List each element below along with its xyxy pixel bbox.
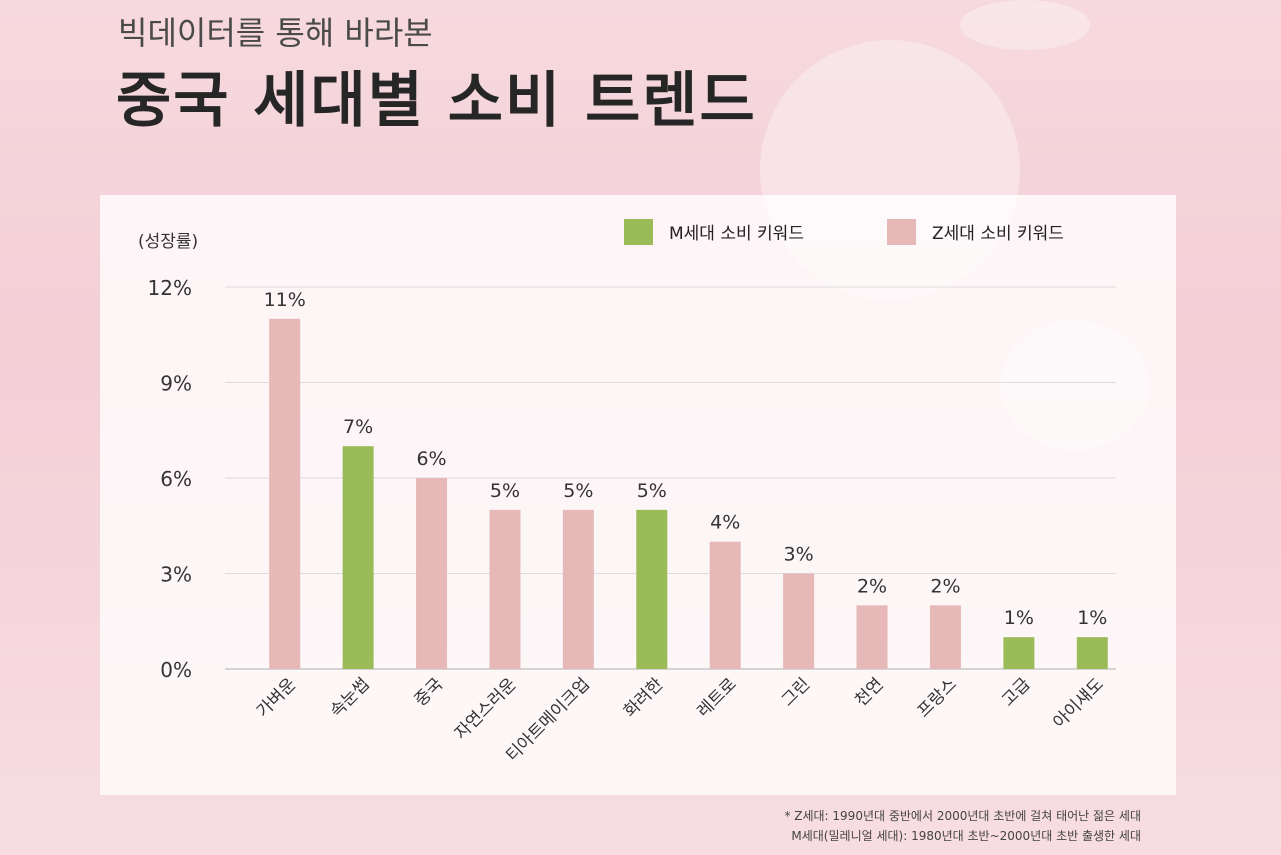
bar <box>856 605 888 669</box>
legend-label: Z세대 소비 키워드 <box>932 224 1064 244</box>
data-label: 6% <box>416 448 446 470</box>
bar <box>489 509 521 669</box>
bar <box>416 478 448 669</box>
data-label: 1% <box>1004 607 1034 629</box>
footnote: * Z세대: 1990년대 중반에서 2000년대 초반에 걸쳐 태어난 젊은 … <box>784 806 1141 846</box>
y-tick-label: 9% <box>160 372 192 396</box>
y-tick-label: 0% <box>160 658 192 682</box>
page-subtitle: 빅데이터를 통해 바라본 <box>118 14 433 52</box>
y-tick-label: 6% <box>160 467 192 491</box>
bar <box>636 509 668 669</box>
x-tick-label: 가벼운 <box>253 674 300 721</box>
x-tick-label: 화려한 <box>620 674 668 722</box>
legend-swatch <box>887 219 916 245</box>
x-tick-label: 아이섀도 <box>1049 674 1107 732</box>
x-tick-label: 프랑스 <box>914 674 961 721</box>
data-label: 5% <box>490 480 520 502</box>
x-tick-label: 자연스러운 <box>451 674 520 743</box>
data-label: 5% <box>563 480 593 502</box>
data-label: 1% <box>1077 607 1107 629</box>
data-label: 4% <box>710 512 740 534</box>
data-label: 2% <box>930 575 960 597</box>
bar <box>562 509 594 669</box>
data-label: 5% <box>637 480 667 502</box>
legend-label: M세대 소비 키워드 <box>669 224 804 244</box>
y-tick-label: 12% <box>148 276 192 300</box>
data-label: 7% <box>343 416 373 438</box>
bar <box>1076 637 1108 669</box>
x-tick-label: 중국 <box>411 674 447 710</box>
bar <box>783 573 815 669</box>
bar <box>1003 637 1035 669</box>
x-tick-label: 고급 <box>998 674 1034 710</box>
footnote-m-generation: M세대(밀레니얼 세대): 1980년대 초반~2000년대 초반 출생한 세대 <box>791 829 1141 843</box>
y-axis-label: (성장률) <box>138 232 198 252</box>
footnote-z-generation: * Z세대: 1990년대 중반에서 2000년대 초반에 걸쳐 태어난 젊은 … <box>784 809 1141 823</box>
background-decoration <box>960 0 1090 50</box>
data-label: 2% <box>857 575 887 597</box>
bar-chart: (성장률) 0% 3% 6% 9% 12% 11% 가벼운 7% 속눈썹 6% 중국 5% 자연스러운 5%… <box>138 219 1116 766</box>
bar <box>929 605 961 669</box>
bar <box>269 318 301 669</box>
y-tick-label: 3% <box>160 563 192 587</box>
bar <box>709 541 741 669</box>
page-title: 중국 세대별 소비 트렌드 <box>116 66 757 136</box>
x-tick-label: 속눈썹 <box>326 674 373 721</box>
x-tick-label: 천연 <box>851 674 887 710</box>
bar <box>342 446 374 669</box>
data-label: 11% <box>264 289 306 311</box>
legend-swatch <box>624 219 653 245</box>
x-tick-label: 그린 <box>778 674 814 710</box>
x-tick-label: 레트로 <box>693 674 740 721</box>
chart-panel: (성장률) 0% 3% 6% 9% 12% 11% 가벼운 7% 속눈썹 6% 중국 5% 자연스러운 5%… <box>100 195 1176 795</box>
data-label: 3% <box>784 544 814 566</box>
